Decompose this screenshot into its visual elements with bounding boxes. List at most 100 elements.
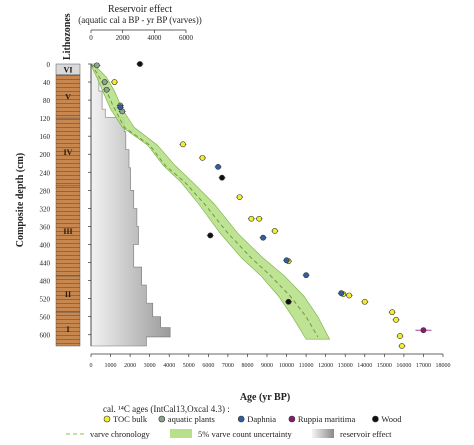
point-aquatic-plants-2	[103, 86, 110, 93]
point-daphnia-2	[260, 234, 266, 241]
legend-marker-toc-bulk	[103, 415, 111, 423]
point-toc-bulk-12	[393, 316, 399, 323]
point-toc-bulk-13	[397, 333, 403, 339]
y-tick-label-200: 200	[40, 151, 51, 159]
y-tick-label-280: 280	[40, 187, 51, 195]
point-toc-bulk-0	[111, 79, 118, 85]
point-toc-bulk-9	[346, 292, 353, 299]
point-toc-bulk-14	[399, 343, 405, 349]
legend-title: cal. ¹⁴C ages (IntCal13,Oxcal 4.3) :	[103, 404, 230, 414]
y-tick-label-600: 600	[40, 332, 51, 340]
point-ruppia-maritima-0	[420, 327, 427, 334]
point-toc-bulk-5	[256, 215, 263, 222]
lithozone-I	[55, 311, 81, 347]
lithozone-II	[55, 275, 81, 313]
y-axis-label: Composite depth (cm)	[15, 153, 26, 247]
x-tick-label-1000: 1000	[105, 363, 117, 369]
x-tick-label-11000: 11000	[299, 363, 314, 369]
legend-marker-reservoir-effect	[312, 429, 334, 438]
legend-label-wood: Wood	[381, 414, 402, 424]
lithozone-V	[55, 74, 81, 119]
x-tick-label-13000: 13000	[338, 363, 353, 369]
point-daphnia-1	[215, 163, 222, 170]
top-tick-label-2000: 2000	[116, 34, 131, 42]
top-axis-title-line2: (aquatic cal a BP - yr BP (varves))	[78, 15, 202, 25]
y-tick-label-520: 520	[40, 296, 51, 304]
top-tick-label-4000: 4000	[147, 34, 162, 42]
x-tick-label-16000: 16000	[396, 363, 411, 369]
legend-label-ruppia-maritima: Ruppia maritima	[298, 414, 356, 424]
point-aquatic-plants-0	[93, 62, 100, 69]
legend-marker-ruppia-maritima	[288, 415, 296, 423]
legend-label-aquatic-plants: aquatic plants	[168, 414, 215, 424]
x-tick-label-10000: 10000	[279, 363, 294, 369]
y-tick-label-160: 160	[40, 133, 51, 141]
legend-label-daphnia: Daphnia	[247, 414, 276, 424]
y-tick-label-80: 80	[43, 97, 51, 105]
x-tick-label-4000: 4000	[163, 363, 175, 369]
legend-marker-wood	[372, 415, 379, 423]
lithozone-label-VI: VI	[64, 65, 73, 74]
lithozone-III	[55, 185, 81, 277]
x-tick-label-14000: 14000	[357, 363, 372, 369]
x-tick-label-15000: 15000	[377, 363, 392, 369]
point-aquatic-plants-1	[101, 79, 108, 85]
legend-marker-uncertainty	[170, 429, 192, 438]
uncertainty-band	[90, 63, 331, 340]
varve-chronology-line	[90, 63, 319, 338]
lithozone-IV	[55, 117, 81, 187]
x-tick-label-17000: 17000	[416, 363, 431, 369]
x-tick-label-7000: 7000	[222, 363, 234, 369]
reservoir-effect-area	[90, 63, 171, 347]
point-wood-2	[207, 232, 214, 239]
point-toc-bulk-11	[389, 309, 396, 316]
y-tick-label-400: 400	[40, 241, 51, 249]
x-tick-label-6000: 6000	[202, 363, 214, 369]
x-tick-label-2000: 2000	[124, 363, 136, 369]
lithozone-label-IV: IV	[64, 148, 73, 157]
point-toc-bulk-1	[180, 141, 186, 148]
point-daphnia-5	[338, 290, 345, 297]
x-tick-label-9000: 9000	[261, 363, 273, 369]
x-tick-label-8000: 8000	[241, 363, 253, 369]
lithozone-label-II: II	[65, 290, 71, 299]
x-tick-label-12000: 12000	[318, 363, 333, 369]
point-daphnia-0	[117, 104, 124, 111]
lithozone-label-III: III	[63, 227, 72, 236]
top-tick-label-6000: 6000	[179, 34, 194, 42]
lithozone-label-I: I	[66, 325, 69, 334]
point-toc-bulk-4	[248, 215, 255, 222]
y-tick-label-360: 360	[40, 223, 51, 231]
y-tick-label-320: 320	[40, 205, 51, 213]
legend-label-uncertainty: 5% varve count uncertainty	[198, 429, 292, 439]
y-tick-label-480: 480	[40, 278, 51, 286]
point-toc-bulk-10	[361, 298, 368, 305]
x-tick-label-0: 0	[90, 363, 93, 369]
point-wood-1	[219, 174, 225, 181]
x-tick-label-18000: 18000	[436, 363, 451, 369]
point-wood-0	[136, 61, 143, 67]
y-tick-label-40: 40	[43, 79, 51, 87]
y-tick-label-240: 240	[40, 169, 51, 177]
x-axis-label: Age (yr BP)	[240, 392, 290, 403]
lithozone-axis-title: Lithozones	[62, 13, 73, 60]
point-toc-bulk-6	[271, 228, 278, 234]
legend-marker-daphnia	[237, 415, 245, 423]
y-tick-label-120: 120	[40, 115, 51, 123]
y-tick-label-0: 0	[47, 61, 51, 69]
legend-marker-aquatic-plants	[158, 415, 166, 423]
x-tick-label-3000: 3000	[144, 363, 156, 369]
point-toc-bulk-2	[199, 154, 206, 161]
point-daphnia-3	[283, 257, 290, 264]
point-wood-3	[285, 298, 292, 305]
x-tick-label-5000: 5000	[183, 363, 195, 369]
lithozone-label-V: V	[65, 92, 71, 101]
legend-label-reservoir-effect: reservoir effect	[340, 429, 392, 439]
legend-label-toc-bulk: TOC bulk	[113, 414, 148, 424]
top-tick-label-0: 0	[89, 34, 93, 42]
top-axis-title-line1: Reservoir effect	[108, 4, 172, 15]
y-tick-label-560: 560	[40, 314, 51, 322]
point-toc-bulk-3	[236, 194, 243, 201]
point-daphnia-4	[303, 272, 310, 279]
